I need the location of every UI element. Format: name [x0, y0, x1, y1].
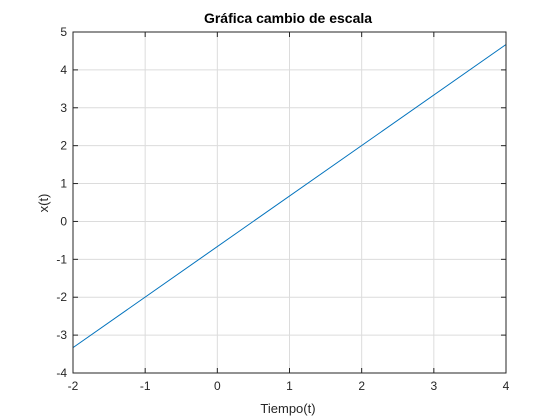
axis-ticks: -2 -1 0 1 2 3 4 -4 -3 -2 -1 0 1 2 3 4 5: [56, 25, 509, 393]
chart-title: Gráfica cambio de escala: [204, 10, 372, 26]
x-tick-label: 2: [358, 379, 365, 393]
y-axis-label: x(t): [36, 194, 51, 213]
x-tick-label: -2: [68, 379, 79, 393]
series-line: [72, 44, 507, 349]
x-tick-label: 1: [286, 379, 293, 393]
x-tick-label: 0: [214, 379, 221, 393]
y-tick-label: 3: [60, 101, 67, 115]
y-tick-label: -1: [56, 252, 67, 266]
x-tick-label: 3: [430, 379, 437, 393]
y-tick-label: -2: [56, 290, 67, 304]
x-tick-label: 4: [503, 379, 510, 393]
y-tick-label: 1: [60, 177, 67, 191]
plot-series: [72, 44, 507, 349]
x-axis-label: Tiempo(t): [260, 401, 315, 416]
y-tick-label: 5: [60, 25, 67, 39]
y-tick-label: -4: [56, 366, 67, 380]
y-tick-label: 2: [60, 139, 67, 153]
y-tick-label: 4: [60, 63, 67, 77]
y-tick-label: 0: [60, 214, 67, 228]
x-tick-label: -1: [140, 379, 151, 393]
y-tick-label: -3: [56, 328, 67, 342]
